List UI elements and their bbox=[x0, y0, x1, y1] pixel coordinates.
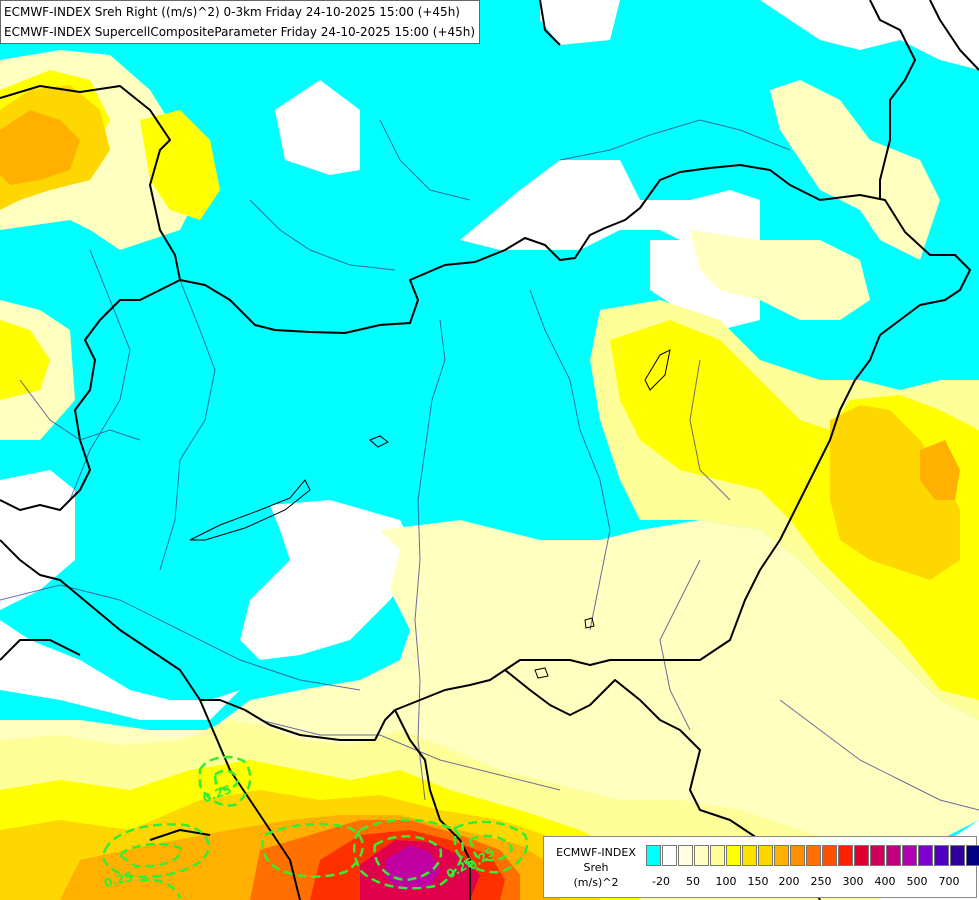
map-title-line-1: ECMWF-INDEX Sreh Right ((m/s)^2) 0-3km F… bbox=[4, 5, 460, 19]
legend-swatch bbox=[822, 845, 837, 866]
legend-swatch bbox=[966, 845, 979, 866]
legend-swatch bbox=[838, 845, 853, 866]
legend-swatch bbox=[886, 845, 901, 866]
legend-swatch bbox=[806, 845, 821, 866]
legend-swatch bbox=[726, 845, 741, 866]
legend-title-line-1: ECMWF-INDEX bbox=[556, 846, 636, 859]
map-title-line-2: ECMWF-INDEX SupercellCompositeParameter … bbox=[4, 25, 476, 39]
legend-swatch bbox=[774, 845, 789, 866]
legend-swatch bbox=[790, 845, 805, 866]
legend-tick: 100 bbox=[715, 875, 737, 888]
legend-swatch bbox=[870, 845, 885, 866]
legend-tick: 50 bbox=[686, 875, 700, 888]
legend-title-line-2: Sreh bbox=[583, 861, 609, 874]
legend-swatch bbox=[758, 845, 773, 866]
rivers bbox=[0, 119, 979, 811]
scp-contour-line bbox=[261, 822, 364, 878]
legend-swatch bbox=[902, 845, 917, 866]
sreh-orange-areas bbox=[0, 85, 960, 900]
legend-swatch bbox=[742, 845, 757, 866]
legend-tick: 250 bbox=[810, 875, 832, 888]
scp-contour-line bbox=[468, 834, 514, 862]
legend-swatch bbox=[710, 845, 725, 866]
legend-tick-labels: -20 50 100 150 200 250 300 400 500 700 bbox=[544, 875, 978, 891]
scp-contour-line bbox=[373, 835, 443, 882]
legend-swatch bbox=[662, 845, 677, 866]
legend-swatch bbox=[950, 845, 965, 866]
legend-swatch bbox=[678, 845, 693, 866]
legend-tick: 500 bbox=[906, 875, 928, 888]
scp-contours bbox=[102, 755, 529, 899]
legend-swatch bbox=[918, 845, 933, 866]
scp-contour-line bbox=[453, 820, 529, 874]
scp-contour-line bbox=[139, 878, 182, 899]
legend-swatch bbox=[646, 845, 661, 866]
legend-tick: 200 bbox=[778, 875, 800, 888]
legend-color-scale bbox=[646, 845, 979, 866]
scp-contour-line bbox=[198, 755, 252, 807]
legend-swatch bbox=[694, 845, 709, 866]
legend-tick: 150 bbox=[747, 875, 769, 888]
legend-title-line-3: (m/s)^2 bbox=[573, 876, 619, 889]
scp-contour-line bbox=[213, 769, 240, 791]
color-legend: ECMWF-INDEX Sreh (m/s)^2 -20 50 100 150 … bbox=[543, 836, 979, 898]
legend-tick: 400 bbox=[874, 875, 896, 888]
legend-tick: 300 bbox=[842, 875, 864, 888]
scp-contour-line bbox=[102, 823, 210, 879]
legend-tick: 700 bbox=[938, 875, 960, 888]
scp-contour-line bbox=[118, 842, 182, 868]
legend-swatch bbox=[854, 845, 869, 866]
scp-contour-line bbox=[353, 818, 464, 890]
map-title-box: ECMWF-INDEX Sreh Right ((m/s)^2) 0-3km F… bbox=[0, 0, 481, 44]
lakes bbox=[189, 349, 671, 679]
legend-title: ECMWF-INDEX Sreh (m/s)^2 bbox=[548, 845, 644, 890]
legend-tick: -20 bbox=[652, 875, 670, 888]
legend-swatch bbox=[934, 845, 949, 866]
